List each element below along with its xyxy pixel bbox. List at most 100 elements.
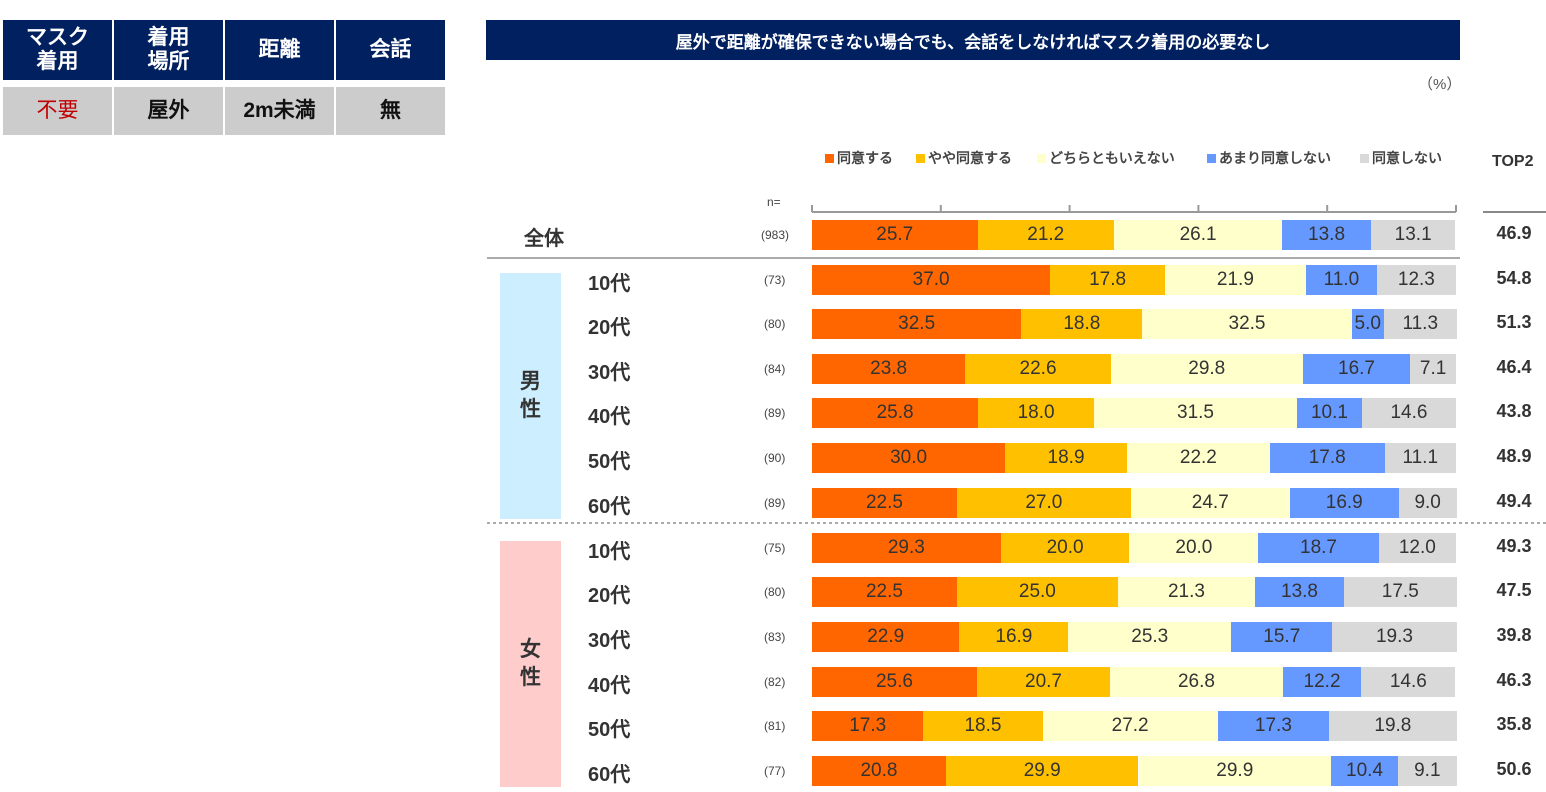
top2-value: 49.4 xyxy=(1496,491,1532,511)
bar-segment-5: 19.8 xyxy=(1329,711,1457,741)
legend-swatch xyxy=(1207,153,1216,163)
bar-segment-5: 13.1 xyxy=(1370,220,1456,250)
row-label: 30代 xyxy=(588,630,631,652)
top2-value: 54.8 xyxy=(1496,268,1532,288)
row-label: 40代 xyxy=(588,406,631,428)
row-n: (73) xyxy=(764,273,786,287)
bar-segment-3: 24.7 xyxy=(1130,488,1290,518)
top2-value: 48.9 xyxy=(1496,446,1532,466)
bar-segment-3: 20.0 xyxy=(1129,533,1259,563)
bar-segment-1: 23.8 xyxy=(812,354,966,384)
bar-segment-5: 9.0 xyxy=(1398,488,1457,518)
bar-segment-1: 25.8 xyxy=(812,398,979,428)
row-n: (983) xyxy=(761,228,790,242)
bar-segment-4: 16.9 xyxy=(1289,488,1399,518)
bar-segment-5: 12.0 xyxy=(1378,533,1456,563)
legend-swatch xyxy=(1037,153,1046,163)
row-label: 20代 xyxy=(588,585,631,607)
top2-value: 51.3 xyxy=(1496,312,1532,332)
bar-segment-5: 14.6 xyxy=(1361,667,1456,697)
bar-segment-1: 37.0 xyxy=(812,265,1051,295)
bar-segment-2: 21.2 xyxy=(977,220,1115,250)
row-label: 全体 xyxy=(524,228,564,250)
legend-swatch xyxy=(1360,153,1369,163)
bar-segment-1: 22.9 xyxy=(812,622,960,652)
row-label: 50代 xyxy=(588,451,631,473)
bar-segment-2: 20.0 xyxy=(1000,533,1130,563)
bar-segment-4: 18.7 xyxy=(1258,533,1379,563)
bar-segment-4: 16.7 xyxy=(1302,354,1411,384)
row-label: 40代 xyxy=(588,675,631,697)
row-n: (82) xyxy=(764,675,786,689)
bar-segment-5: 11.1 xyxy=(1384,443,1456,473)
row-label: 50代 xyxy=(588,719,631,741)
bar-segment-4: 13.8 xyxy=(1255,577,1344,607)
row-n: (89) xyxy=(764,496,786,510)
gender-label-male: 男性 xyxy=(500,273,561,519)
bar-segment-4: 11.0 xyxy=(1305,265,1377,295)
row-n: (84) xyxy=(764,362,786,376)
bar-segment-5: 11.3 xyxy=(1383,309,1457,339)
row-n: (80) xyxy=(764,585,786,599)
row-n: (83) xyxy=(764,630,786,644)
top2-header: TOP2 xyxy=(1492,153,1534,170)
bar-segment-3: 21.3 xyxy=(1117,577,1256,607)
row-label: 10代 xyxy=(588,273,631,295)
bar-segment-3: 22.2 xyxy=(1126,443,1270,473)
legend-label: あまり同意しない xyxy=(1219,150,1331,166)
row-n: (77) xyxy=(764,764,786,778)
gender-char: 性 xyxy=(520,398,541,421)
bar-segment-5: 17.5 xyxy=(1343,577,1457,607)
row-label: 60代 xyxy=(588,496,631,518)
bar-segment-3: 32.5 xyxy=(1142,309,1352,339)
bar-segment-2: 17.8 xyxy=(1050,265,1165,295)
top2-divider xyxy=(1483,211,1546,213)
legend-swatch xyxy=(825,153,834,163)
bar-segment-3: 27.2 xyxy=(1042,711,1218,741)
top2-value: 35.8 xyxy=(1496,714,1532,734)
top2-value: 43.8 xyxy=(1496,401,1532,421)
bar-segment-2: 25.0 xyxy=(956,577,1118,607)
row-n: (89) xyxy=(764,406,786,420)
gender-char: 性 xyxy=(520,666,541,689)
row-n: (80) xyxy=(764,317,786,331)
row-label: 10代 xyxy=(588,541,631,563)
legend-item: 同意する xyxy=(825,148,893,168)
condition-header: 距離 xyxy=(225,20,334,80)
bar-segment-4: 15.7 xyxy=(1231,622,1333,652)
condition-header: 会話 xyxy=(336,20,445,80)
bar-segment-5: 14.6 xyxy=(1361,398,1456,428)
legend-item: やや同意する xyxy=(916,148,1012,168)
bar-segment-4: 17.3 xyxy=(1217,711,1330,741)
top2-value: 50.6 xyxy=(1496,759,1532,779)
bar-segment-4: 5.0 xyxy=(1351,309,1384,339)
bar-segment-2: 22.6 xyxy=(965,354,1111,384)
bar-segment-2: 29.9 xyxy=(945,756,1139,786)
bar-segment-3: 29.8 xyxy=(1110,354,1303,384)
bar-segment-4: 17.8 xyxy=(1269,443,1385,473)
row-n: (90) xyxy=(764,451,786,465)
legend-label: 同意する xyxy=(837,150,893,166)
bar-segment-1: 22.5 xyxy=(812,488,957,518)
legend-label: どちらともいえない xyxy=(1049,150,1175,166)
legend-item: どちらともいえない xyxy=(1037,148,1175,168)
bar-segment-1: 32.5 xyxy=(812,309,1022,339)
gender-label-female: 女性 xyxy=(500,541,561,787)
condition-value: 無 xyxy=(336,87,445,135)
bar-segment-1: 25.7 xyxy=(812,220,978,250)
legend-swatch xyxy=(916,153,925,163)
top2-value: 46.4 xyxy=(1496,357,1532,377)
legend-label: やや同意する xyxy=(928,150,1012,166)
bar-segment-1: 30.0 xyxy=(812,443,1006,473)
top2-value: 47.5 xyxy=(1496,580,1532,600)
bar-segment-2: 18.5 xyxy=(923,711,1043,741)
bar-segment-2: 20.7 xyxy=(976,667,1111,697)
row-label: 60代 xyxy=(588,764,631,786)
condition-header: 着用 場所 xyxy=(114,20,223,80)
bar-segment-5: 7.1 xyxy=(1410,354,1456,384)
condition-value: 不要 xyxy=(3,87,112,135)
bar-segment-3: 31.5 xyxy=(1094,398,1297,428)
bar-segment-4: 13.8 xyxy=(1282,220,1371,250)
bar-segment-3: 29.9 xyxy=(1138,756,1332,786)
